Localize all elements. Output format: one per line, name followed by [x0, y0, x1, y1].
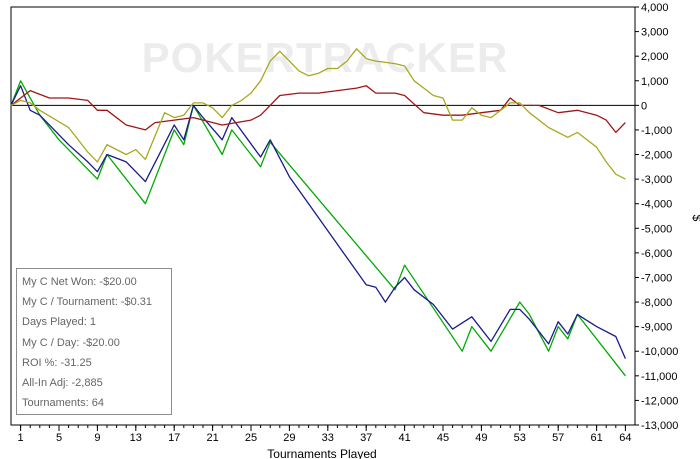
y-axis-title: $ [690, 215, 700, 222]
y-tick-label: 1,000 [641, 76, 669, 88]
stat-roi: ROI %: -31.25 [22, 356, 92, 369]
x-tick-label: 49 [475, 432, 487, 444]
y-tick-label: -11,000 [641, 371, 678, 383]
series-line-2 [10, 85, 626, 359]
y-tick-label: -13,000 [641, 420, 678, 432]
x-tick-label: 37 [360, 432, 372, 444]
x-axis-title: Tournaments Played [267, 447, 376, 459]
x-tick-label: 21 [206, 432, 218, 444]
y-tick-label: -9,000 [641, 322, 672, 334]
x-tick-label: 61 [590, 432, 602, 444]
y-tick-label: -2,000 [641, 150, 672, 162]
y-tick-label: -5,000 [641, 223, 672, 235]
x-tick-label: 53 [514, 432, 526, 444]
y-tick-label: -10,000 [641, 346, 678, 358]
x-tick-label: 64 [619, 432, 631, 444]
series-line-3 [10, 85, 626, 134]
x-tick-label: 5 [56, 432, 62, 444]
stats-box: My C Net Won: -$20.00 My C / Tournament:… [16, 268, 172, 415]
y-tick-label: -8,000 [641, 297, 672, 309]
x-tick-label: 41 [398, 432, 410, 444]
x-tick-label: 1 [18, 432, 24, 444]
x-tick-label: 13 [130, 432, 142, 444]
plot-frame [10, 6, 636, 426]
stat-days-played: Days Played: 1 [22, 316, 96, 329]
x-tick-label: 9 [94, 432, 100, 444]
series-line-1 [10, 80, 626, 377]
tick-labels: 4,000 3,000 2,000 1,000 0 -1,000 -2,000 -3,000 -… [18, 2, 679, 444]
y-tick-label: -4,000 [641, 199, 672, 211]
x-tick-label: 17 [168, 432, 180, 444]
y-tick-label: -7,000 [641, 272, 672, 284]
watermark: POKERTRACKER [142, 34, 509, 81]
y-tick-label: 2,000 [641, 51, 669, 63]
stat-per-tournament: My C / Tournament: -$0.31 [22, 296, 153, 309]
y-tick-label: -1,000 [641, 125, 672, 137]
stat-net-won: My C Net Won: -$20.00 [22, 276, 137, 288]
x-tick-label: 25 [245, 432, 257, 444]
x-tick-label: 57 [552, 432, 564, 444]
series-lines [10, 48, 626, 377]
x-tick-label: 45 [437, 432, 449, 444]
y-tick-label: -12,000 [641, 395, 678, 407]
stat-tournaments: Tournaments: 64 [22, 397, 104, 410]
y-tick-label: -3,000 [641, 174, 672, 186]
y-tick-label: -6,000 [641, 248, 672, 260]
series-line-4 [10, 48, 626, 180]
stat-all-in-adj: All-In Adj: -2,885 [22, 376, 103, 389]
y-tick-label: 0 [641, 100, 647, 112]
stat-per-day: My C / Day: -$20.00 [22, 336, 120, 349]
y-tick-label: 3,000 [641, 27, 669, 39]
x-tick-label: 29 [283, 432, 295, 444]
x-tick-label: 33 [322, 432, 334, 444]
y-tick-label: 4,000 [641, 2, 669, 14]
